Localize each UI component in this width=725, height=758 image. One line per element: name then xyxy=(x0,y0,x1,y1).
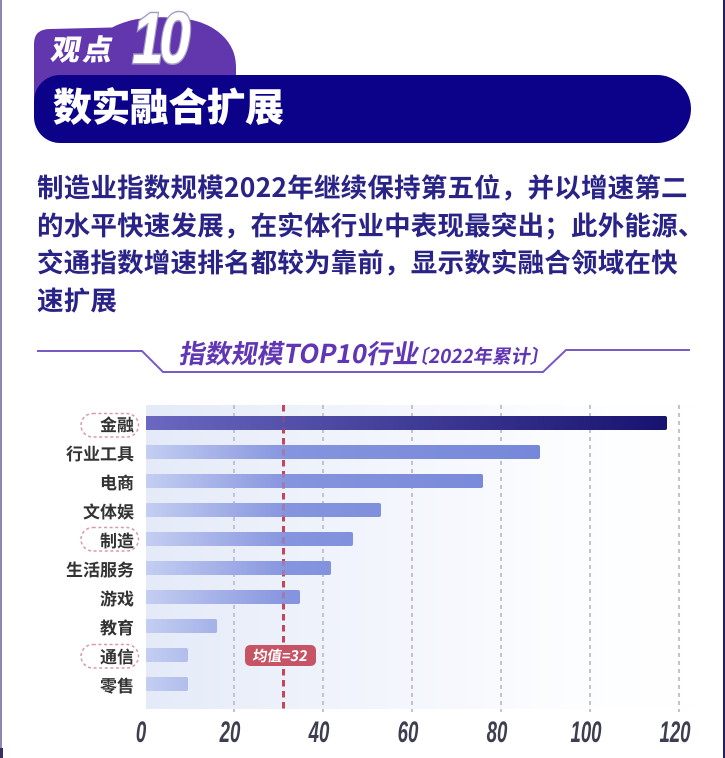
svg-text:10: 10 xyxy=(132,0,191,79)
